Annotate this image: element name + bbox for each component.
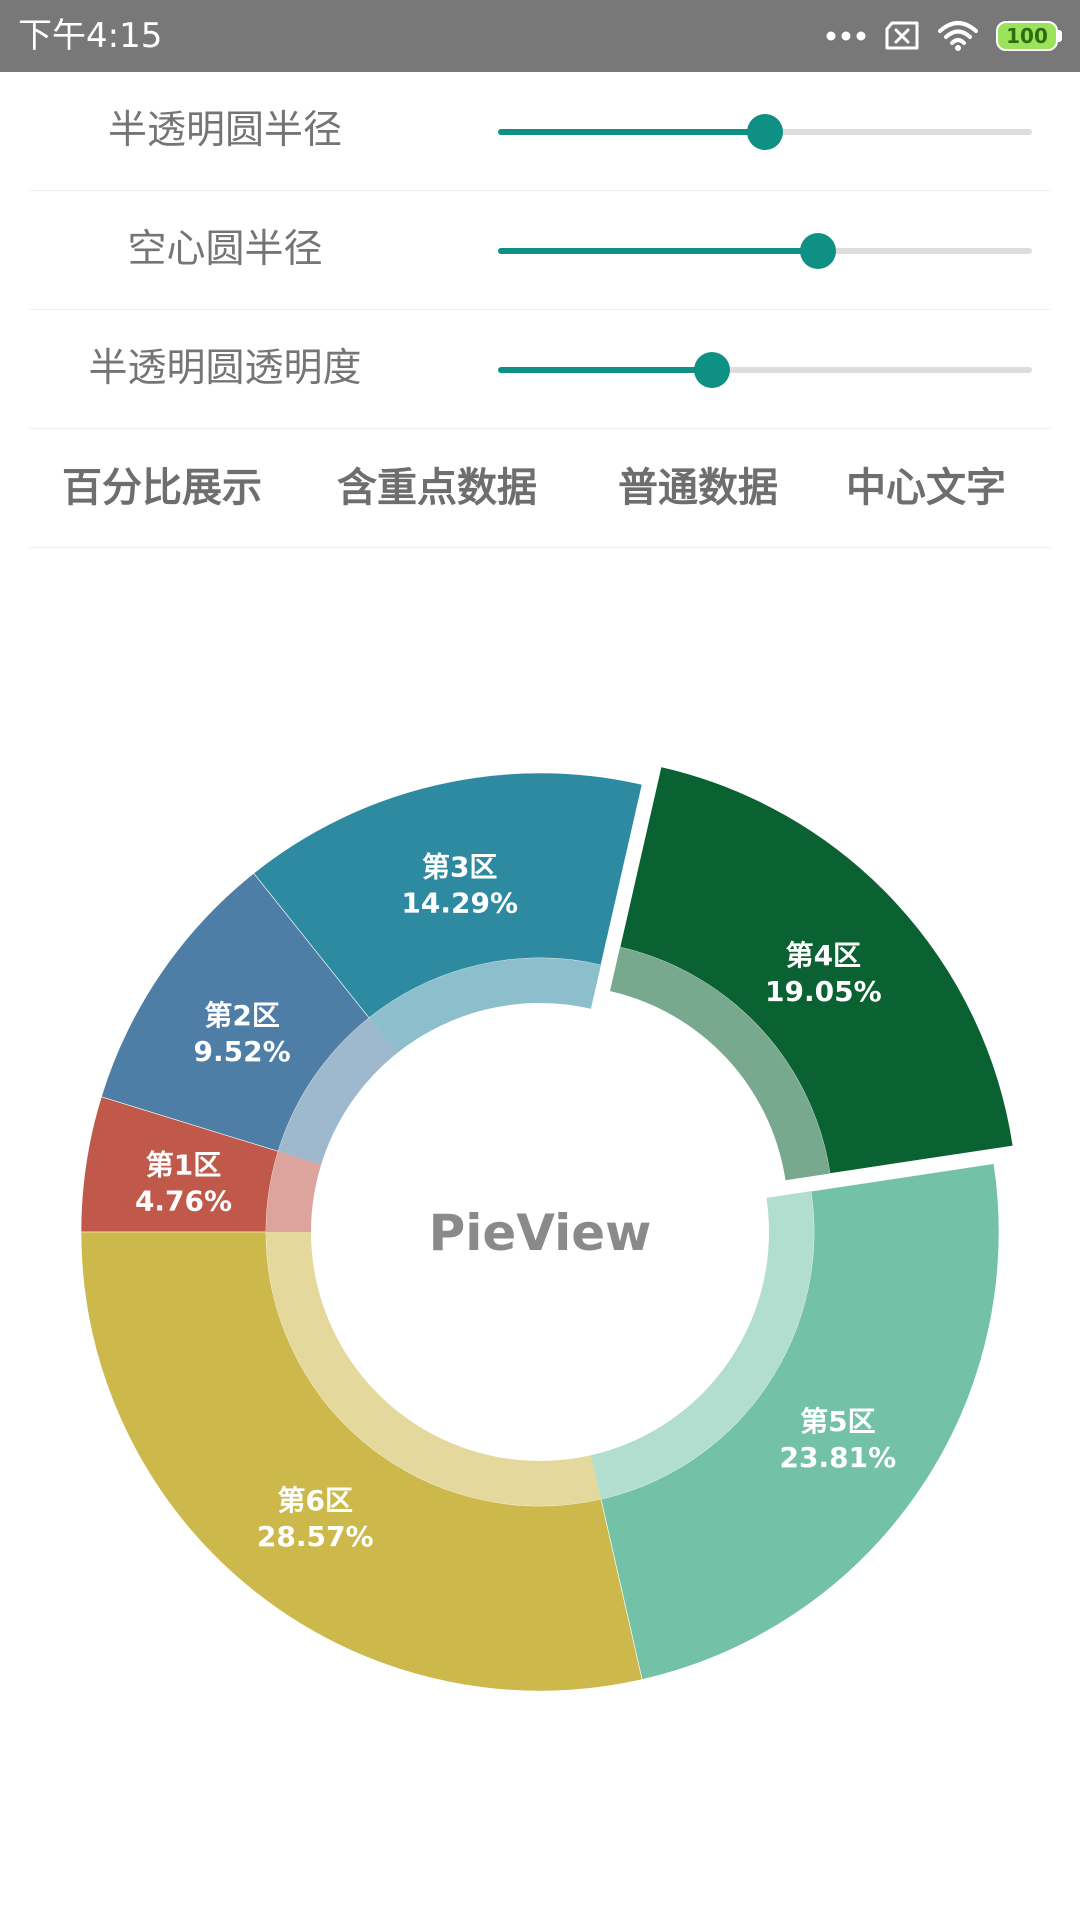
slice-percent-label: 19.05% — [765, 975, 882, 1008]
slice-percent-label: 4.76% — [135, 1184, 232, 1217]
battery-icon: 100 — [996, 21, 1062, 51]
pie-slice-inner-ring-4 — [609, 947, 831, 1181]
more-dots-icon — [826, 30, 866, 42]
slider-row-hollow-radius: 空心圆半径 — [30, 191, 1050, 310]
controls-panel: 半透明圆半径 空心圆半径 半透明圆透明度 百分比展示 含重点数据 普通数据 中心… — [30, 72, 1050, 548]
status-time: 下午4:15 — [18, 16, 163, 56]
center-text-mode-button[interactable]: 中心文字 — [846, 465, 1006, 511]
slider-thumb[interactable] — [693, 352, 730, 388]
pie-slice-inner-ring-3 — [369, 958, 601, 1054]
slice-name-label: 第1区 — [146, 1148, 221, 1181]
pie-chart-area: 第1区 4.76% 第2区 9.52% 第3区 14.29% 第4区 19.05% 第5区 23.… — [0, 560, 1080, 1760]
slider-row-translucent-alpha: 半透明圆透明度 — [30, 310, 1050, 429]
slice-name-label: 第5区 — [800, 1405, 875, 1438]
highlight-data-mode-button[interactable]: 含重点数据 — [337, 465, 537, 511]
translucent-alpha-slider[interactable] — [498, 352, 1032, 388]
pie-slice-inner-ring-6 — [266, 1232, 601, 1506]
pie-slice-inner-ring-1 — [266, 1151, 322, 1232]
slice-percent-label: 23.81% — [780, 1441, 897, 1474]
slider-fill — [498, 367, 712, 373]
mode-button-row: 百分比展示 含重点数据 普通数据 中心文字 — [30, 429, 1050, 548]
percentage-mode-button[interactable]: 百分比展示 — [62, 465, 262, 511]
slice-name-label: 第3区 — [422, 851, 497, 884]
status-icons: 100 — [826, 14, 1062, 58]
slice-name-label: 第2区 — [204, 999, 279, 1032]
battery-level: 100 — [1006, 24, 1048, 48]
pie-slice-inner-ring-5 — [590, 1191, 814, 1500]
slice-percent-label: 14.29% — [401, 887, 518, 920]
slider-track — [498, 367, 1032, 373]
status-bar: 下午4:15 100 — [0, 0, 1080, 72]
wifi-icon — [938, 20, 978, 52]
slider-row-translucent-radius: 半透明圆半径 — [30, 72, 1050, 191]
center-text: PieView — [429, 1204, 652, 1262]
slice-name-label: 第6区 — [277, 1484, 352, 1517]
slider-thumb[interactable] — [800, 233, 837, 269]
normal-data-mode-button[interactable]: 普通数据 — [618, 465, 778, 511]
translucent-radius-slider[interactable] — [498, 114, 1032, 150]
slider-label: 半透明圆透明度 — [88, 346, 362, 391]
slider-label: 空心圆半径 — [127, 227, 323, 272]
hollow-radius-slider[interactable] — [498, 233, 1032, 269]
pie-slice-inner-ring-2 — [278, 1017, 398, 1165]
slider-fill — [498, 129, 765, 135]
slice-percent-label: 9.52% — [194, 1035, 291, 1068]
slice-name-label: 第4区 — [786, 939, 861, 972]
slider-label: 半透明圆半径 — [107, 108, 342, 153]
sim-x-icon — [884, 21, 920, 51]
slider-fill — [498, 248, 819, 254]
slice-percent-label: 28.57% — [257, 1520, 374, 1553]
slider-thumb[interactable] — [747, 114, 783, 150]
